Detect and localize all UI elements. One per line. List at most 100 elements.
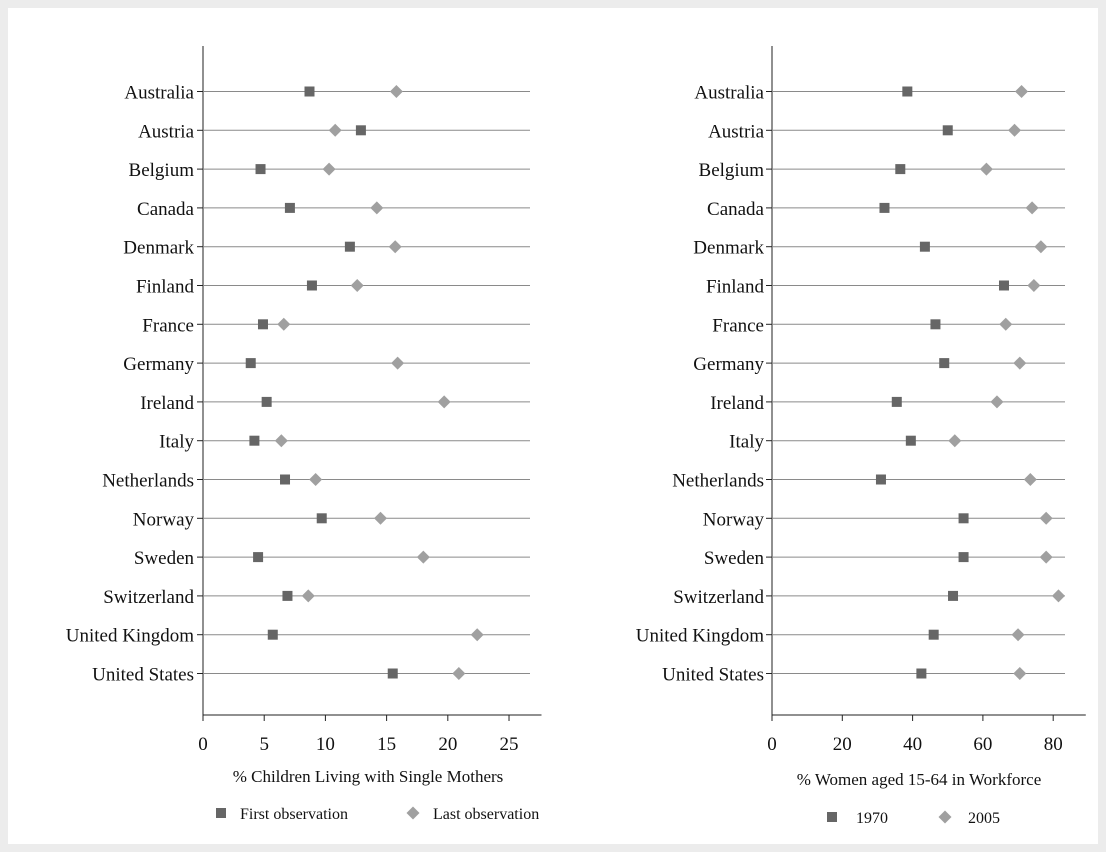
country-label-netherlands: Netherlands — [102, 471, 194, 492]
x-tick-label-5: 5 — [259, 734, 269, 755]
marker-last-observation-italy — [274, 434, 288, 448]
marker-first-observation-netherlands — [280, 474, 291, 485]
country-label-canada: Canada — [137, 199, 195, 220]
marker-first-observation-united-states — [387, 668, 398, 679]
legend-swatch-last-observation — [406, 806, 420, 820]
marker-2005-united-kingdom — [1011, 628, 1025, 642]
country-label-netherlands: Netherlands — [672, 471, 764, 492]
marker-1970-denmark — [919, 241, 930, 252]
marker-2005-austria — [1008, 123, 1022, 137]
marker-2005-italy — [948, 434, 962, 448]
marker-last-observation-france — [277, 317, 291, 331]
legend-swatch-1970 — [827, 812, 837, 822]
women-workforce-chart: Australia Austria Belgium Canada Denmark Finl… — [636, 46, 1086, 827]
marker-1970-italy — [905, 435, 916, 446]
marker-1970-netherlands — [875, 474, 886, 485]
marker-1970-austria — [942, 125, 953, 136]
marker-2005-denmark — [1034, 240, 1048, 254]
country-label-sweden: Sweden — [134, 548, 195, 569]
children-single-mothers-chart: Australia Austria Belgium Canada Denmark Finl… — [66, 46, 542, 823]
legend-label-last-observation: Last observation — [433, 806, 539, 823]
marker-1970-australia — [902, 86, 913, 97]
marker-1970-germany — [939, 358, 950, 369]
x-axis-title: % Children Living with Single Mothers — [233, 767, 504, 786]
legend-swatch-first-observation — [216, 808, 226, 818]
country-label-united-states: United States — [92, 665, 194, 686]
marker-2005-sweden — [1039, 550, 1053, 564]
marker-2005-germany — [1013, 356, 1027, 370]
x-tick-label-25: 25 — [500, 734, 519, 755]
country-label-austria: Austria — [708, 121, 765, 142]
marker-1970-belgium — [895, 164, 906, 175]
marker-1970-sweden — [958, 552, 969, 563]
country-label-belgium: Belgium — [129, 160, 195, 181]
country-label-germany: Germany — [123, 354, 194, 375]
x-tick-label-20: 20 — [833, 734, 852, 755]
marker-2005-netherlands — [1023, 473, 1037, 486]
country-label-united-states: United States — [662, 665, 764, 686]
marker-2005-australia — [1015, 85, 1029, 98]
x-tick-label-20: 20 — [438, 734, 457, 755]
x-tick-label-10: 10 — [316, 734, 335, 755]
marker-1970-canada — [879, 202, 890, 213]
country-label-finland: Finland — [136, 277, 195, 298]
country-label-sweden: Sweden — [704, 548, 765, 569]
country-label-italy: Italy — [729, 432, 764, 453]
x-tick-label-0: 0 — [198, 734, 208, 755]
country-label-france: France — [712, 315, 764, 336]
country-label-norway: Norway — [703, 509, 765, 530]
marker-first-observation-france — [257, 319, 268, 330]
country-label-canada: Canada — [707, 199, 765, 220]
chart-frame — [8, 8, 1098, 844]
marker-first-observation-switzerland — [282, 590, 293, 601]
country-label-france: France — [142, 315, 194, 336]
marker-first-observation-italy — [249, 435, 260, 446]
country-label-ireland: Ireland — [710, 393, 764, 414]
marker-2005-belgium — [979, 162, 993, 176]
x-tick-label-15: 15 — [377, 734, 396, 755]
marker-last-observation-norway — [373, 511, 387, 525]
x-tick-label-80: 80 — [1044, 734, 1063, 755]
marker-1970-ireland — [891, 396, 902, 407]
country-label-italy: Italy — [159, 432, 194, 453]
marker-last-observation-canada — [370, 201, 384, 215]
marker-last-observation-sweden — [416, 550, 430, 564]
marker-2005-ireland — [990, 395, 1004, 409]
country-label-united-kingdom: United Kingdom — [66, 626, 194, 647]
country-label-switzerland: Switzerland — [103, 587, 194, 608]
marker-first-observation-australia — [304, 86, 315, 97]
marker-1970-switzerland — [948, 590, 959, 601]
legend: First observation Last observation — [216, 806, 539, 823]
country-label-norway: Norway — [133, 509, 195, 530]
legend: 1970 2005 — [827, 810, 1000, 827]
country-label-ireland: Ireland — [140, 393, 194, 414]
country-label-denmark: Denmark — [693, 238, 764, 259]
marker-1970-united-states — [916, 668, 927, 679]
marker-first-observation-finland — [306, 280, 317, 291]
marker-last-observation-united-kingdom — [470, 628, 484, 642]
marker-first-observation-belgium — [255, 164, 266, 175]
country-label-united-kingdom: United Kingdom — [636, 626, 764, 647]
marker-first-observation-austria — [355, 125, 366, 136]
marker-first-observation-denmark — [344, 241, 355, 252]
marker-first-observation-germany — [245, 358, 256, 369]
marker-last-observation-denmark — [388, 240, 402, 254]
country-label-germany: Germany — [693, 354, 764, 375]
marker-last-observation-switzerland — [301, 589, 315, 603]
marker-first-observation-canada — [284, 202, 295, 213]
x-tick-label-40: 40 — [903, 734, 922, 755]
legend-label-first-observation: First observation — [240, 806, 348, 823]
marker-last-observation-netherlands — [309, 473, 323, 486]
x-tick-label-0: 0 — [767, 734, 777, 755]
marker-first-observation-sweden — [253, 552, 264, 563]
marker-2005-france — [999, 317, 1013, 331]
country-label-austria: Austria — [138, 121, 195, 142]
country-label-belgium: Belgium — [699, 160, 765, 181]
marker-2005-canada — [1025, 201, 1039, 215]
legend-swatch-2005 — [938, 810, 952, 824]
marker-1970-norway — [958, 513, 969, 524]
marker-last-observation-ireland — [437, 395, 451, 409]
x-tick-label-60: 60 — [973, 734, 992, 755]
marker-last-observation-australia — [389, 85, 403, 98]
